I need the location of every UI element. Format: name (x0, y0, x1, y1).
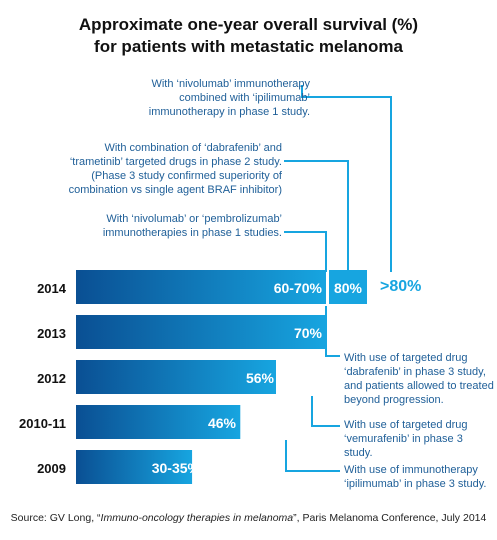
year-label: 2009 (37, 461, 66, 476)
bar-value-label: 60-70% (273, 280, 322, 296)
title-line-2: for patients with metastatic melanoma (94, 37, 403, 56)
bar-2014 (76, 270, 326, 304)
note-nivolumab-ipilimumab: With ‘nivolumab’ immunotherapy combined … (148, 78, 310, 118)
bar-2012 (76, 360, 276, 394)
bar-value-label: 70% (293, 325, 322, 341)
connector-nivo-ipi (301, 85, 392, 272)
bar-value-label: 56% (245, 370, 274, 386)
bar-2014-extra-segment (329, 270, 367, 304)
note-nivolumab-pembrolizumab: With ‘nivolumab’ or ‘pembrolizumab’ immu… (102, 213, 282, 239)
bar-2013 (76, 315, 326, 349)
year-label: 2014 (37, 281, 66, 296)
bar-value-label: >80% (380, 278, 422, 295)
bar-value-label: 80% (333, 280, 363, 296)
connector-nivo-pembro (284, 231, 327, 272)
connector-dab-p3 (325, 306, 340, 357)
chart-title: Approximate one-year overall survival (%… (0, 14, 497, 58)
connector-dab-tram (284, 160, 349, 272)
bar-value-label: 30-35% (151, 460, 200, 476)
note-dabrafenib-trametinib: With combination of ‘dabrafenib’ and ‘tr… (68, 142, 282, 196)
bar-2009 (76, 450, 193, 484)
bar-2010-11 (76, 405, 241, 439)
source-note: Source: GV Long, “Immuno-oncology therap… (10, 512, 487, 524)
year-label: 2013 (37, 326, 66, 341)
year-label: 2012 (37, 371, 66, 386)
year-label: 2010-11 (19, 416, 66, 431)
bar-value-label: 46% (207, 415, 236, 431)
note-dabrafenib-phase3: With use of targeted drug ‘dabrafenib’ i… (344, 352, 494, 406)
note-vemurafenib-phase3: With use of targeted drug ‘vemurafenib’ … (344, 419, 468, 459)
note-ipilimumab-phase3: With use of immunotherapy ‘ipilimumab’ i… (344, 464, 487, 490)
connector-ipi-p3 (285, 440, 340, 472)
connector-vem-p3 (311, 396, 340, 427)
title-line-1: Approximate one-year overall survival (%… (78, 15, 419, 34)
